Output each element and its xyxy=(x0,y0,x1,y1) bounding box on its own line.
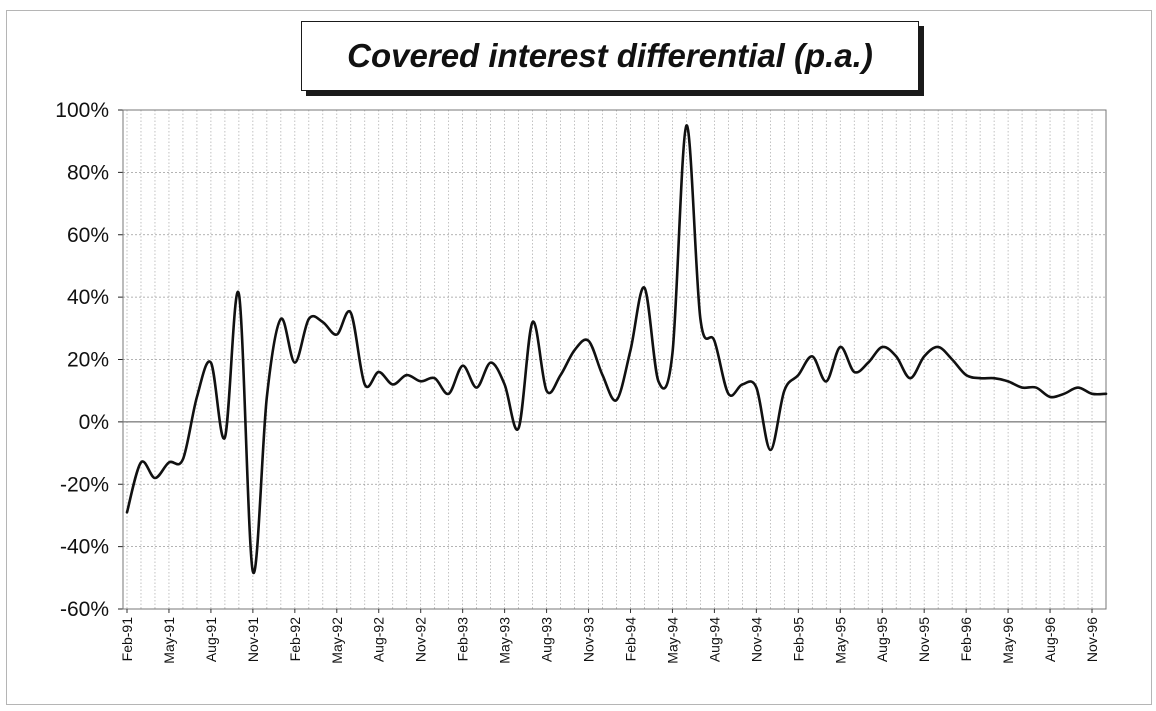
axis-layer xyxy=(118,109,1107,613)
x-tick-label: Nov-95 xyxy=(916,617,932,662)
y-tick-label: -20% xyxy=(60,473,109,496)
x-tick-label: Feb-91 xyxy=(119,617,135,662)
x-tick-label: Feb-93 xyxy=(455,617,471,662)
grid-layer xyxy=(123,109,1107,610)
series-line xyxy=(125,124,1108,575)
plot-area xyxy=(123,110,1106,609)
x-tick-label: Feb-92 xyxy=(287,617,303,662)
x-tick-label: May-93 xyxy=(497,617,513,664)
x-tick-label: May-92 xyxy=(329,617,345,664)
x-tick-label: Aug-92 xyxy=(371,617,387,662)
x-tick-label: Feb-95 xyxy=(790,617,806,662)
x-tick-label: Aug-91 xyxy=(203,617,219,662)
x-tick-label: Feb-96 xyxy=(958,617,974,662)
y-tick-label: 80% xyxy=(67,161,109,184)
x-tick-label: Feb-94 xyxy=(622,617,638,662)
y-tick-label: -60% xyxy=(60,598,109,621)
x-tick-label: Nov-91 xyxy=(245,617,261,662)
x-tick-label: Aug-96 xyxy=(1042,617,1058,662)
x-axis-ticks: Feb-91 May-91 Aug-91 Nov-91 Feb-92 May-92 Aug-… xyxy=(119,617,1100,664)
x-tick-label: Nov-92 xyxy=(413,617,429,662)
y-tick-label: 0% xyxy=(79,411,109,434)
y-tick-label: 100% xyxy=(55,99,109,122)
chart-title: Covered interest differential (p.a.) xyxy=(347,37,873,74)
x-tick-label: Aug-94 xyxy=(706,617,722,662)
series-layer xyxy=(125,124,1108,575)
plot-border xyxy=(122,109,1107,610)
x-tick-label: May-96 xyxy=(1000,617,1016,664)
y-tick-label: -40% xyxy=(60,536,109,559)
x-tick-label: May-94 xyxy=(664,617,680,664)
x-tick-label: May-91 xyxy=(161,617,177,664)
chart-title-box: Covered interest differential (p.a.) xyxy=(301,21,919,91)
x-tick-label: Nov-93 xyxy=(581,617,597,662)
x-tick-label: Aug-93 xyxy=(539,617,555,662)
x-tick-label: Aug-95 xyxy=(874,617,890,662)
x-tick-label: Nov-94 xyxy=(748,617,764,662)
y-tick-label: 20% xyxy=(67,349,109,372)
x-tick-label: Nov-96 xyxy=(1084,617,1100,662)
y-tick-label: 60% xyxy=(67,224,109,247)
x-tick-label: May-95 xyxy=(832,617,848,664)
y-axis-ticks: 100% 80% 60% 40% 20% 0% -20% -40% -60% xyxy=(55,99,109,621)
y-tick-label: 40% xyxy=(67,286,109,309)
